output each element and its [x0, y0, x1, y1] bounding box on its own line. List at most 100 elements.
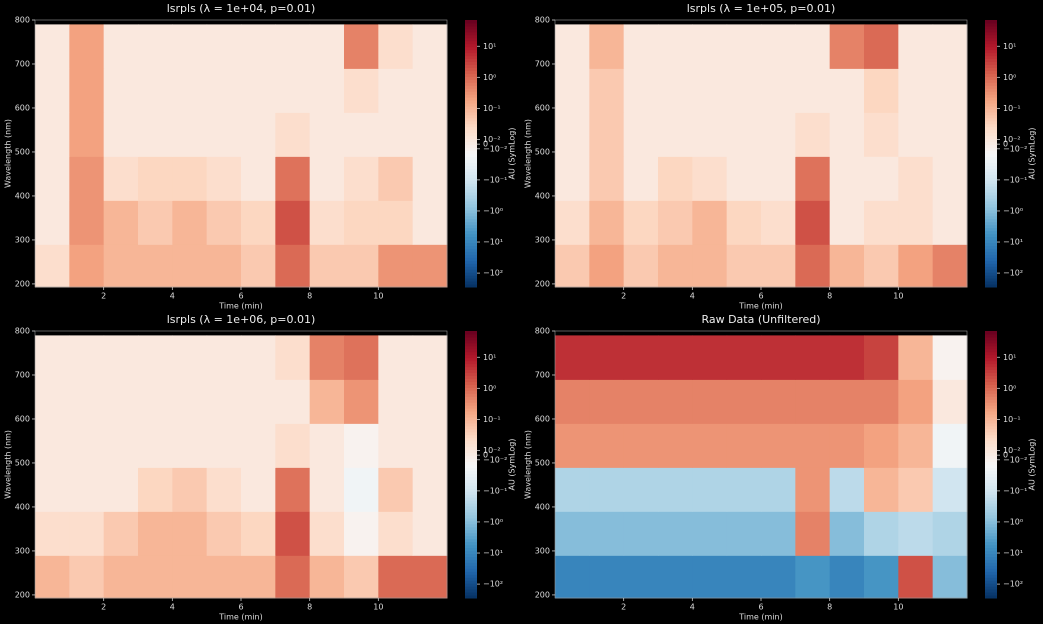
heatmap-cell — [864, 467, 899, 512]
colorbar-slice — [985, 79, 997, 83]
colorbar-slice — [465, 123, 477, 128]
heatmap-cell — [412, 200, 448, 245]
colorbar-slice — [465, 88, 477, 92]
y-tick-label: 200 — [535, 590, 550, 599]
heatmap-cell — [623, 24, 659, 69]
heatmap-cell — [726, 555, 762, 599]
heatmap-cell — [761, 467, 796, 512]
heatmap-cell — [829, 511, 865, 556]
heatmap-cell — [898, 156, 934, 201]
y-tick-label: 700 — [535, 370, 550, 379]
y-tick-label: 500 — [15, 147, 30, 156]
colorbar-slice — [465, 206, 477, 211]
heatmap-cell — [932, 555, 968, 599]
colorbar-tick-label: −10⁰ — [483, 206, 503, 215]
heatmap-cell — [932, 112, 968, 157]
colorbar-slice — [985, 192, 997, 196]
colorbar-slice — [465, 43, 477, 48]
heatmap-cell — [726, 511, 762, 556]
colorbar-slice — [985, 565, 997, 569]
heatmap-cell — [206, 467, 242, 512]
colorbar-slice — [985, 70, 997, 74]
colorbar-slice — [465, 67, 477, 71]
heatmap-cell — [69, 335, 105, 380]
colorbar-slice — [985, 523, 997, 528]
colorbar-slice — [985, 411, 997, 415]
panel-title: lsrpls (λ = 1e+05, p=0.01) — [687, 2, 836, 15]
colorbar-slice — [465, 70, 477, 74]
colorbar-slice — [985, 245, 997, 249]
colorbar-slice — [465, 503, 477, 507]
heatmap-cell — [623, 423, 659, 468]
colorbar-slice — [465, 357, 477, 362]
heatmap-cell — [103, 24, 139, 69]
colorbar-slice — [985, 236, 997, 241]
colorbar-slice — [985, 73, 997, 77]
colorbar-tick-label: −10¹ — [483, 549, 503, 558]
colorbar-slice — [465, 428, 477, 433]
colorbar-slice — [465, 506, 477, 510]
colorbar-slice — [985, 514, 997, 519]
heatmap-cell — [898, 112, 934, 157]
heatmap-cell — [726, 200, 762, 245]
heatmap-cell — [692, 335, 728, 380]
colorbar-slice — [985, 251, 997, 255]
colorbar-slice — [465, 278, 477, 282]
x-tick-label: 4 — [170, 292, 175, 301]
x-tick-label: 2 — [621, 292, 626, 301]
colorbar-slice — [465, 76, 477, 80]
colorbar-slice — [465, 574, 477, 578]
y-tick-label: 200 — [15, 590, 30, 599]
colorbar-slice — [985, 509, 997, 513]
colorbar-slice — [465, 375, 477, 379]
heatmap-cell — [309, 200, 345, 245]
heatmap-cell — [726, 244, 762, 288]
colorbar-slice — [985, 212, 997, 217]
colorbar-tick-label: 10¹ — [1003, 42, 1016, 51]
colorbar-slice — [985, 583, 997, 587]
heatmap-cell — [795, 24, 831, 69]
colorbar-slice — [985, 550, 997, 554]
heatmap-cell — [658, 244, 693, 288]
colorbar-tick-label: −10⁰ — [483, 517, 503, 526]
colorbar-slice — [985, 443, 997, 448]
colorbar-slice — [985, 37, 997, 42]
colorbar-slice — [465, 405, 477, 409]
colorbar-slice — [985, 488, 997, 492]
colorbar-slice — [985, 449, 997, 454]
colorbar-slice — [465, 562, 477, 566]
panel-title: lsrpls (λ = 1e+04, p=0.01) — [167, 2, 316, 15]
heatmap-cell — [344, 156, 379, 201]
colorbar-slice — [985, 571, 997, 575]
y-tick-label: 700 — [15, 59, 30, 68]
heatmap-cell — [623, 156, 659, 201]
heatmap-cell — [138, 200, 173, 245]
colorbar-slice — [465, 538, 477, 543]
colorbar-slice — [985, 348, 997, 353]
heatmap-cell — [726, 112, 762, 157]
colorbar-slice — [985, 58, 997, 63]
heatmap-cell — [69, 200, 105, 245]
heatmap-cell — [206, 423, 242, 468]
heatmap-cell — [589, 467, 625, 512]
colorbar-slice — [465, 37, 477, 42]
y-tick-label: 800 — [15, 327, 30, 336]
heatmap-cell — [761, 24, 796, 69]
colorbar-slice — [465, 417, 477, 421]
colorbar-slice — [465, 464, 477, 468]
heatmap-cell — [864, 423, 899, 468]
heatmap-cell — [829, 68, 865, 113]
heatmap-cell — [555, 511, 590, 556]
colorbar-slice — [465, 589, 477, 593]
heatmap-cell — [103, 423, 139, 468]
heatmap-cell — [241, 379, 276, 424]
x-tick-label: 10 — [373, 292, 383, 301]
colorbar-slice — [985, 111, 997, 116]
heatmap-cell — [35, 335, 70, 380]
heatmap-cell — [898, 511, 934, 556]
colorbar-slice — [985, 517, 997, 522]
colorbar-tick-label: 10⁻² — [1003, 135, 1021, 144]
colorbar-slice — [465, 446, 477, 451]
colorbar-tick-label: 10⁻¹ — [1003, 104, 1021, 113]
heatmap-cell — [932, 511, 968, 556]
